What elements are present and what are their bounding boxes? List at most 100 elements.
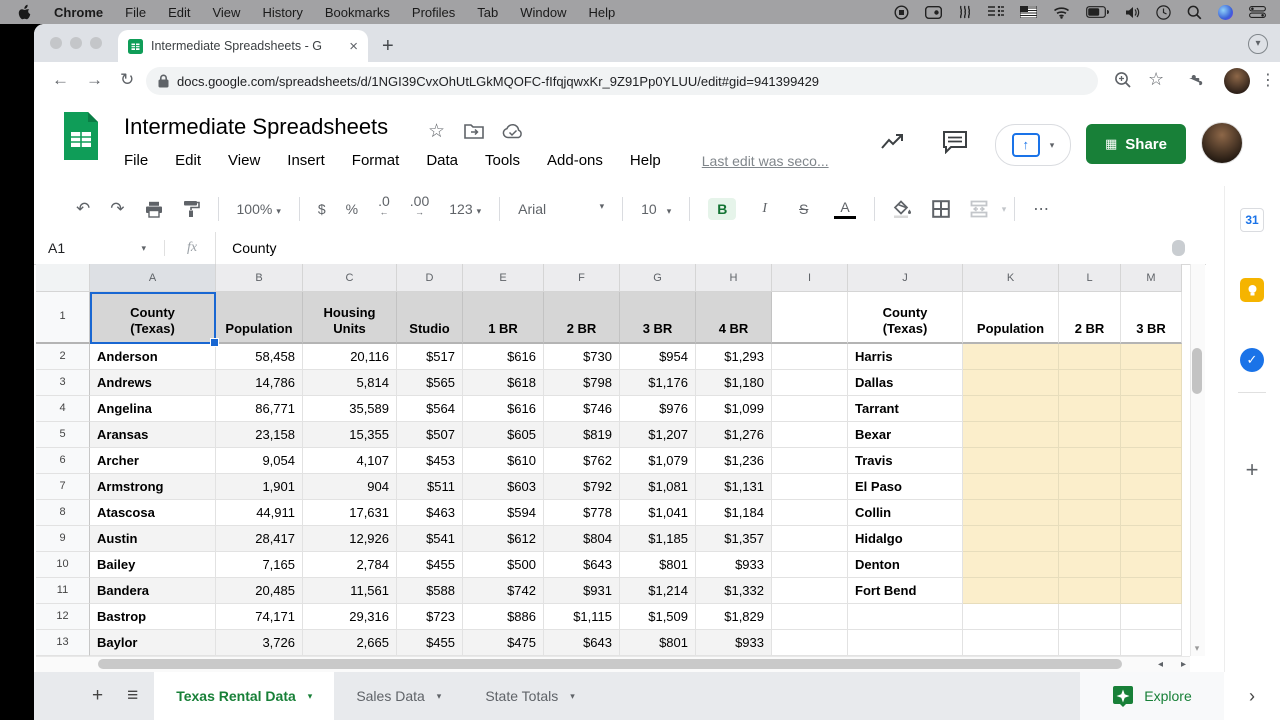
apple-menu-icon[interactable] bbox=[18, 4, 32, 20]
zoom-select[interactable]: 100% ▾ bbox=[236, 201, 281, 217]
display-mirror-icon[interactable] bbox=[925, 5, 942, 19]
cell-m[interactable] bbox=[1121, 552, 1182, 578]
bold-button[interactable]: B bbox=[708, 198, 737, 220]
document-title[interactable]: Intermediate Spreadsheets bbox=[124, 114, 389, 139]
cell-2br[interactable]: $746 bbox=[544, 396, 620, 422]
new-tab-button[interactable]: + bbox=[382, 35, 394, 57]
cell-4br[interactable]: $933 bbox=[696, 552, 772, 578]
zoom-window-button[interactable] bbox=[90, 37, 102, 49]
version-history-trend-icon[interactable] bbox=[880, 132, 906, 152]
minimize-window-button[interactable] bbox=[70, 37, 82, 49]
row-header[interactable]: 13 bbox=[36, 630, 90, 656]
cell-l[interactable] bbox=[1059, 604, 1121, 630]
cell-population[interactable]: 7,165 bbox=[216, 552, 303, 578]
cell-1br[interactable]: $612 bbox=[463, 526, 544, 552]
menu-insert[interactable]: Insert bbox=[287, 152, 325, 169]
menu-data[interactable]: Data bbox=[426, 152, 458, 169]
redo-icon[interactable]: ↷ bbox=[110, 199, 125, 218]
cell-k[interactable] bbox=[963, 500, 1059, 526]
cell-m1[interactable]: 3 BR bbox=[1121, 292, 1182, 344]
row-header[interactable]: 7 bbox=[36, 474, 90, 500]
menu-edit[interactable]: Edit bbox=[175, 152, 202, 169]
cell-l[interactable] bbox=[1059, 448, 1121, 474]
paint-format-icon[interactable] bbox=[183, 200, 200, 218]
cell-studio[interactable]: $565 bbox=[397, 370, 463, 396]
cell-k[interactable] bbox=[963, 448, 1059, 474]
menu-tools[interactable]: Tools bbox=[485, 152, 521, 169]
cell-2br[interactable]: $931 bbox=[544, 578, 620, 604]
cell-population[interactable]: 28,417 bbox=[216, 526, 303, 552]
cell-county-j[interactable]: Denton bbox=[848, 552, 963, 578]
extensions-puzzle-icon[interactable] bbox=[1186, 71, 1204, 89]
column-header-g[interactable]: G bbox=[620, 264, 696, 292]
menu-view[interactable]: View bbox=[228, 152, 261, 169]
font-size-select[interactable]: 10 ▾ bbox=[641, 201, 672, 217]
cell-e1[interactable]: 1 BR bbox=[463, 292, 544, 344]
spotlight-search-icon[interactable] bbox=[1187, 5, 1202, 20]
cell-county[interactable]: Aransas bbox=[90, 422, 216, 448]
cell-1br[interactable]: $594 bbox=[463, 500, 544, 526]
cell-empty-i[interactable] bbox=[772, 344, 848, 370]
formula-bar-handle[interactable] bbox=[1172, 240, 1185, 256]
cell-2br[interactable]: $1,115 bbox=[544, 604, 620, 630]
move-to-folder-icon[interactable] bbox=[464, 123, 484, 139]
column-header-j[interactable]: J bbox=[848, 264, 963, 292]
cell-l[interactable] bbox=[1059, 370, 1121, 396]
cell-studio[interactable]: $511 bbox=[397, 474, 463, 500]
row-header[interactable]: 11 bbox=[36, 578, 90, 604]
cell-1br[interactable]: $605 bbox=[463, 422, 544, 448]
cell-3br[interactable]: $801 bbox=[620, 630, 696, 656]
cell-population[interactable]: 74,171 bbox=[216, 604, 303, 630]
cell-empty-i[interactable] bbox=[772, 578, 848, 604]
sheet-tab-caret[interactable]: ▾ bbox=[307, 690, 313, 701]
cell-county-j[interactable] bbox=[848, 630, 963, 656]
cell-studio[interactable]: $507 bbox=[397, 422, 463, 448]
cell-4br[interactable]: $1,332 bbox=[696, 578, 772, 604]
cell-2br[interactable]: $762 bbox=[544, 448, 620, 474]
cell-l[interactable] bbox=[1059, 396, 1121, 422]
column-header-m[interactable]: M bbox=[1121, 264, 1182, 292]
column-header-f[interactable]: F bbox=[544, 264, 620, 292]
column-header-l[interactable]: L bbox=[1059, 264, 1121, 292]
vertical-scrollbar[interactable] bbox=[1190, 264, 1205, 656]
cell-3br[interactable]: $1,185 bbox=[620, 526, 696, 552]
cell-d1[interactable]: Studio bbox=[397, 292, 463, 344]
cell-3br[interactable]: $1,081 bbox=[620, 474, 696, 500]
cell-empty-i[interactable] bbox=[772, 604, 848, 630]
cell-k1[interactable]: Population bbox=[963, 292, 1059, 344]
cell-1br[interactable]: $616 bbox=[463, 344, 544, 370]
sheet-tab-state-totals[interactable]: State Totals ▾ bbox=[485, 688, 575, 704]
bookmark-star-icon[interactable]: ☆ bbox=[1148, 69, 1165, 89]
browser-tab[interactable]: Intermediate Spreadsheets - G × bbox=[118, 30, 368, 62]
row-header[interactable]: 9 bbox=[36, 526, 90, 552]
all-sheets-icon[interactable]: ≡ bbox=[127, 685, 139, 706]
cell-county-j[interactable]: Dallas bbox=[848, 370, 963, 396]
menubar-item-edit[interactable]: Edit bbox=[168, 4, 191, 20]
row-header[interactable]: 5 bbox=[36, 422, 90, 448]
close-window-button[interactable] bbox=[50, 37, 62, 49]
cell-county-j[interactable]: Collin bbox=[848, 500, 963, 526]
column-header-i[interactable]: I bbox=[772, 264, 848, 292]
cell-k[interactable] bbox=[963, 474, 1059, 500]
add-sheet-icon[interactable]: + bbox=[92, 685, 104, 706]
cell-4br[interactable]: $933 bbox=[696, 630, 772, 656]
cell-studio[interactable]: $517 bbox=[397, 344, 463, 370]
cell-m[interactable] bbox=[1121, 344, 1182, 370]
cell-j1[interactable]: County (Texas) bbox=[848, 292, 963, 344]
sheet-tab-sales-data[interactable]: Sales Data ▾ bbox=[356, 688, 442, 704]
scroll-down-icon[interactable]: ▾ bbox=[1194, 643, 1200, 653]
cell-4br[interactable]: $1,236 bbox=[696, 448, 772, 474]
merge-cells-icon[interactable] bbox=[970, 200, 988, 218]
last-edit-link[interactable]: Last edit was seco... bbox=[701, 152, 829, 169]
siri-icon[interactable] bbox=[1218, 4, 1233, 20]
cell-l[interactable] bbox=[1059, 552, 1121, 578]
cell-k[interactable] bbox=[963, 422, 1059, 448]
cell-1br[interactable]: $475 bbox=[463, 630, 544, 656]
cell-m[interactable] bbox=[1121, 474, 1182, 500]
cell-m[interactable] bbox=[1121, 526, 1182, 552]
cell-2br[interactable]: $798 bbox=[544, 370, 620, 396]
cell-1br[interactable]: $603 bbox=[463, 474, 544, 500]
cell-m[interactable] bbox=[1121, 604, 1182, 630]
cell-studio[interactable]: $541 bbox=[397, 526, 463, 552]
cell-population[interactable]: 9,054 bbox=[216, 448, 303, 474]
